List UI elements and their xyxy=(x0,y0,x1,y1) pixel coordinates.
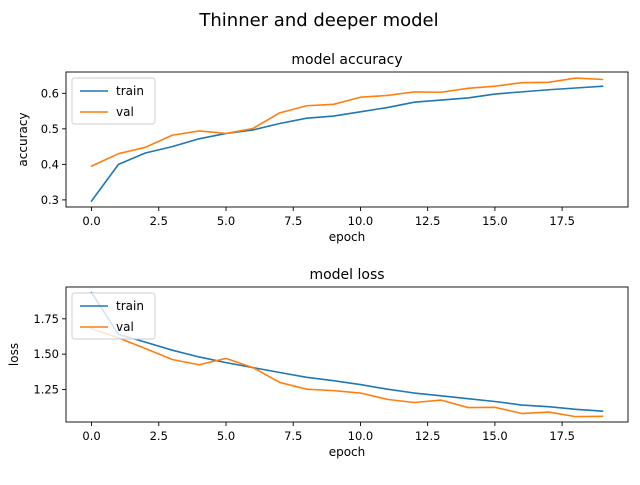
accuracy-chart-title: model accuracy xyxy=(291,52,402,68)
accuracy-x-tick-label: 2.5 xyxy=(150,214,168,228)
loss-x-tick-label: 5.0 xyxy=(217,429,235,443)
loss-x-tick-label: 15.0 xyxy=(482,429,508,443)
axes-layer: model accuracy 0.0 2.5 5.0 7.5 10.0 12.5 15.0 17… xyxy=(7,52,629,459)
accuracy-x-tick-label: 15.0 xyxy=(482,214,508,228)
loss-x-tick-label: 17.5 xyxy=(549,429,575,443)
accuracy-x-tick-label: 10.0 xyxy=(348,214,374,228)
accuracy-series-val-line xyxy=(90,77,604,168)
accuracy-y-tick-label: 0.6 xyxy=(41,86,59,100)
accuracy-plot-frame xyxy=(65,71,629,208)
subplot-accuracy: model accuracy 0.0 2.5 5.0 7.5 10.0 12.5 15.0 17… xyxy=(16,52,629,244)
loss-legend-train-label: train xyxy=(116,299,144,313)
loss-series-train-line xyxy=(90,291,604,412)
loss-y-tick-label: 1.75 xyxy=(33,312,59,326)
accuracy-legend-train-label: train xyxy=(116,84,144,98)
loss-y-tick-label: 1.50 xyxy=(33,347,59,361)
accuracy-x-tick-label: 0.0 xyxy=(82,214,100,228)
accuracy-x-tick-label: 12.5 xyxy=(415,214,441,228)
loss-series-val-line xyxy=(90,327,604,418)
accuracy-series-train-line xyxy=(90,85,604,203)
loss-x-tick-label: 7.5 xyxy=(284,429,302,443)
accuracy-x-tick-label: 5.0 xyxy=(217,214,235,228)
accuracy-legend: train val xyxy=(71,77,156,125)
loss-x-tick-label: 0.0 xyxy=(82,429,100,443)
loss-x-tick-label: 10.0 xyxy=(348,429,374,443)
loss-x-tick-label: 12.5 xyxy=(415,429,441,443)
loss-y-tick-label: 1.25 xyxy=(33,382,59,396)
accuracy-legend-val-label: val xyxy=(116,105,134,119)
loss-y-axis-label: loss xyxy=(7,343,21,366)
loss-x-axis-label: epoch xyxy=(329,445,366,459)
loss-chart-title: model loss xyxy=(309,267,384,283)
accuracy-x-tick-label: 7.5 xyxy=(284,214,302,228)
loss-x-tick-label: 2.5 xyxy=(150,429,168,443)
accuracy-x-axis-label: epoch xyxy=(329,230,366,244)
accuracy-y-tick-label: 0.5 xyxy=(41,122,59,136)
loss-legend: train val xyxy=(71,292,156,340)
accuracy-x-tick-label: 17.5 xyxy=(549,214,575,228)
accuracy-y-tick-label: 0.3 xyxy=(41,193,59,207)
subplot-loss: model loss 0.0 2.5 5.0 7.5 10.0 12.5 15.0 17.5 1.… xyxy=(7,267,629,459)
accuracy-y-axis-label: accuracy xyxy=(16,112,30,166)
accuracy-y-tick-label: 0.4 xyxy=(41,157,59,171)
loss-legend-val-label: val xyxy=(116,320,134,334)
figure-suptitle: Thinner and deeper model xyxy=(198,10,438,31)
